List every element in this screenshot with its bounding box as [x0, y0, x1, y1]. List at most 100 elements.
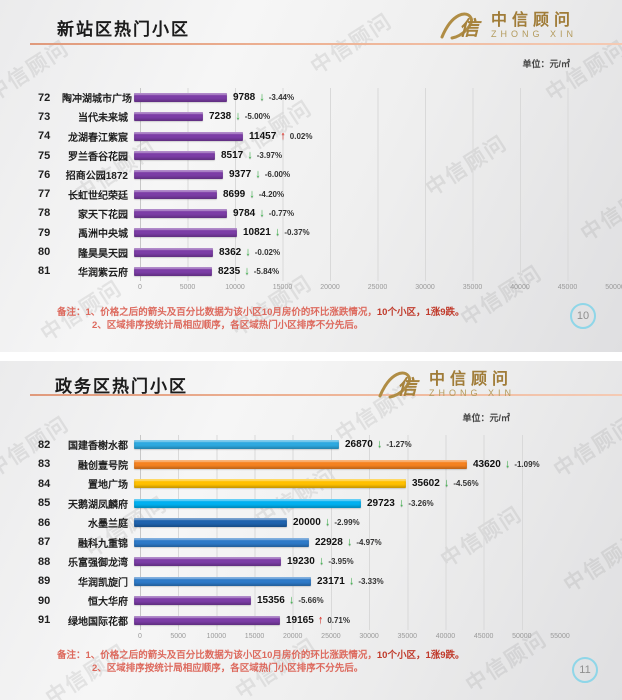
- trend-down-icon: ↓: [249, 187, 255, 200]
- chart-row: 77 长虹世纪荣廷 8699 ↓ -4.20%: [38, 184, 612, 203]
- axis-tick-label: 30000: [415, 284, 435, 291]
- axis-tick-label: 25000: [367, 284, 388, 291]
- row-change-percent: -4.97%: [356, 537, 382, 547]
- row-bar: [134, 112, 203, 122]
- axis-tick-label: 15000: [244, 633, 265, 640]
- row-name: 融创壹号院: [78, 460, 128, 472]
- row-bar: [134, 576, 311, 586]
- zhongxin-logo: 信 中信顾问 ZHONG XIN: [439, 9, 577, 43]
- axis-tick-label: 45000: [557, 284, 578, 291]
- zhongxin-logo-icon: 信: [440, 12, 482, 40]
- row-name: 禹洲中央城: [78, 229, 128, 241]
- row-change-percent: -3.33%: [358, 576, 384, 586]
- axis-tick-label: 55000: [550, 633, 570, 640]
- chart-gridlines: [140, 88, 615, 281]
- row-value: 9788: [233, 92, 256, 104]
- row-name: 长虹世纪荣廷: [68, 190, 128, 202]
- axis-tick-label: 35000: [397, 633, 417, 640]
- row-change-percent: -0.77%: [268, 208, 295, 218]
- row-change-percent: -5.84%: [253, 266, 280, 276]
- row-rank: 82: [38, 438, 51, 451]
- row-bar: [134, 228, 237, 238]
- trend-up-icon: ↑: [280, 129, 286, 142]
- trend-down-icon: ↓: [255, 168, 261, 181]
- row-rank: 74: [38, 130, 51, 143]
- trend-down-icon: ↓: [324, 516, 331, 529]
- chart-row: 91 绿地国际花都 19165 ↑ 0.71%: [38, 611, 612, 631]
- row-bar: [134, 151, 215, 161]
- row-value: 8362: [219, 246, 242, 258]
- row-rank: 78: [38, 207, 51, 220]
- svg-text:信: 信: [459, 17, 482, 40]
- page-number-badge: 11: [572, 657, 598, 683]
- row-value: 20000: [293, 517, 321, 529]
- row-change-percent: -5.00%: [244, 112, 271, 122]
- row-rank: 80: [38, 246, 51, 259]
- trend-down-icon: ↓: [274, 226, 281, 239]
- row-value: 8699: [223, 188, 246, 200]
- slide-title: 政务区热门小区: [55, 377, 188, 396]
- row-bar-zone: 15356 ↓ -5.66%: [134, 595, 612, 606]
- row-rank: 87: [38, 536, 51, 549]
- row-name: 国建香榭水都: [68, 441, 128, 453]
- row-bar-zone: 8517 ↓ -3.97%: [134, 150, 612, 161]
- axis-tick-label: 15000: [272, 284, 293, 291]
- row-bar: [134, 208, 227, 218]
- row-bar: [134, 189, 217, 199]
- row-name: 水墨兰庭: [88, 519, 128, 531]
- row-change-percent: -3.95%: [328, 557, 354, 567]
- trend-down-icon: ↓: [318, 555, 325, 568]
- row-bar-zone: 19165 ↑ 0.71%: [134, 614, 612, 626]
- axis-tick-label: 20000: [320, 284, 340, 291]
- row-name: 招商公园1872: [65, 171, 128, 183]
- row-name: 龙湖春江紫宸: [68, 132, 128, 144]
- row-name: 家天下花园: [78, 209, 128, 221]
- row-value: 19230: [287, 556, 315, 568]
- logo-name-en: ZHONG XIN: [428, 387, 515, 398]
- footnote-line-2: 2、区域排序按统计局相应顺序，各区域热门小区排序不分先后。: [92, 319, 364, 331]
- footnotes: 备注：1、价格之后的箭头及百分比数据为该小区10月房价的环比涨跌情况，10个小区…: [57, 307, 465, 333]
- chart-row: 79 禹洲中央城 10821 ↓ -0.37%: [38, 223, 612, 242]
- row-bar: [134, 266, 212, 276]
- row-name: 绿地国际花都: [68, 616, 128, 628]
- row-bar-zone: 43620 ↓ -1.09%: [134, 458, 612, 470]
- chart-row: 89 华润凯旋门 23171 ↓ -3.33%: [38, 572, 612, 592]
- row-value: 8517: [221, 150, 244, 162]
- axis-tick-label: 25000: [321, 633, 341, 640]
- bar-chart-xinzhan: 72 陶冲湖城市广场 9788 ↓ -3.44% 73 当代未来城 7238 ↓ -5.00% 74…: [38, 88, 622, 291]
- row-bar: [134, 557, 281, 567]
- row-name: 当代未来城: [78, 113, 128, 125]
- row-bar-zone: 26870 ↓ -1.27%: [134, 439, 612, 450]
- row-bar-zone: 9377 ↓ -6.00%: [134, 169, 612, 180]
- row-bar: [134, 537, 309, 547]
- row-bar: [134, 615, 280, 625]
- axis-tick-label: 45000: [473, 633, 494, 640]
- chart-rows: 82 国建香榭水都 26870 ↓ -1.27% 83 融创壹号院 43620 ↓ -1.09% 8…: [38, 435, 612, 630]
- row-value: 8235: [218, 265, 241, 277]
- row-rank: 77: [38, 188, 51, 201]
- row-change-percent: -2.99%: [334, 518, 360, 528]
- row-name: 乐富强御龙湾: [68, 558, 128, 570]
- trend-down-icon: ↓: [259, 91, 265, 104]
- trend-down-icon: ↓: [247, 149, 253, 162]
- chart-row: 76 招商公园1872 9377 ↓ -6.00%: [38, 165, 612, 184]
- logo-name-en: ZHONG XIN: [490, 28, 577, 39]
- trend-down-icon: ↓: [244, 264, 250, 277]
- row-change-percent: 0.02%: [289, 131, 313, 141]
- row-name: 华润紫云府: [78, 267, 128, 279]
- row-rank: 90: [38, 594, 51, 607]
- svg-text:信: 信: [397, 376, 420, 399]
- header-divider: [30, 394, 622, 396]
- chart-x-axis: 0 5000 10000 15000 20000 25000 30000 35000 40000…: [138, 633, 570, 643]
- row-rank: 89: [38, 575, 51, 588]
- row-name: 置地广场: [88, 480, 128, 492]
- row-value: 10821: [243, 227, 271, 239]
- chart-row: 86 水墨兰庭 20000 ↓ -2.99%: [38, 513, 612, 533]
- trend-down-icon: ↓: [288, 594, 295, 607]
- header-divider: [30, 43, 622, 45]
- trend-down-icon: ↓: [346, 535, 353, 548]
- axis-tick-label: 35000: [462, 284, 483, 291]
- row-bar-zone: 19230 ↓ -3.95%: [134, 556, 612, 567]
- axis-tick-label: 50000: [605, 284, 622, 291]
- slide-separator: [0, 352, 622, 361]
